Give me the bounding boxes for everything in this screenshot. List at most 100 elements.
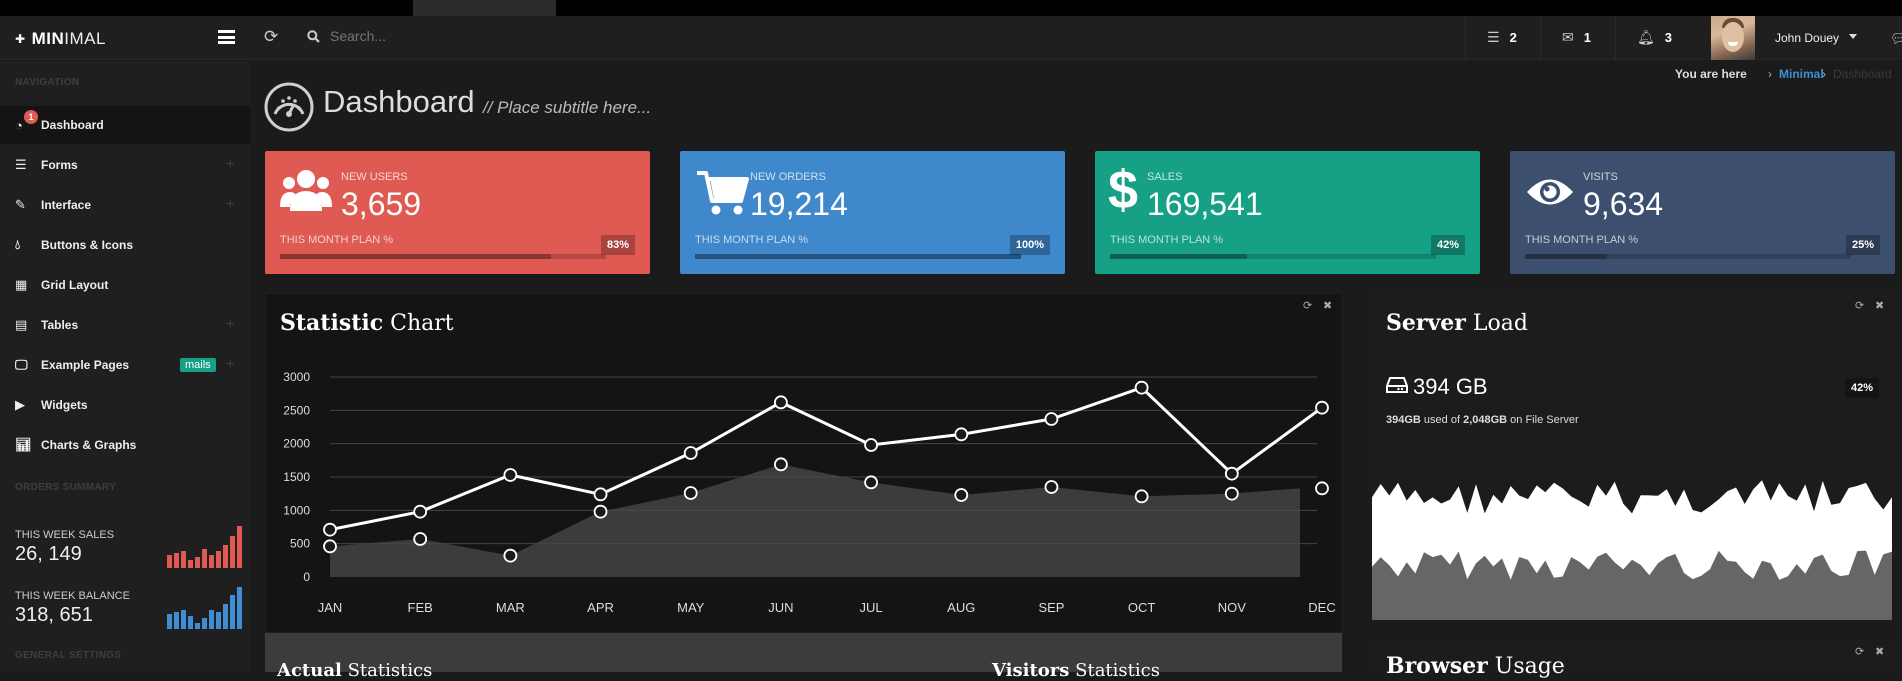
server-usage-text: 394GB used of 2,048GB on File Server — [1386, 414, 1579, 426]
stat-card-new-users: NEW USERS 3,659 THIS MONTH PLAN % 83% — [265, 151, 650, 274]
dashboard-icon: ◔ — [15, 117, 23, 133]
refresh-icon[interactable]: ⟳ — [1303, 300, 1313, 312]
x-tick-label: SEP — [1038, 600, 1064, 615]
stat-percent: 83% — [600, 235, 635, 255]
sparkline-bar — [223, 545, 228, 568]
envelope-icon: ✉ — [1562, 29, 1574, 45]
eye-icon — [1527, 179, 1573, 205]
pencil-icon: ✎ — [15, 197, 26, 212]
sidebar-item-label: Forms — [41, 158, 78, 172]
stat-progress-bar — [1110, 254, 1436, 259]
bell-icon: 🔔︎ — [1637, 29, 1655, 45]
plus-icon: + — [225, 316, 235, 333]
chevron-down-icon[interactable] — [1849, 34, 1857, 39]
mails-badge: mails — [180, 358, 216, 372]
server-total: 2,048GB — [1463, 414, 1508, 426]
dashboard-icon — [264, 82, 314, 132]
user-name[interactable]: John Douey — [1775, 31, 1840, 45]
sidebar-item-widgets[interactable]: ▶ Widgets — [0, 386, 250, 424]
sidebar-item-label: Example Pages — [41, 358, 130, 372]
panel-title: Server Load — [1386, 310, 1528, 336]
server-suffix: on File Server — [1510, 414, 1579, 426]
brand-logo[interactable]: ✚ MINIMAL — [15, 29, 106, 49]
x-tick-label: MAY — [677, 600, 705, 615]
breadcrumb-link[interactable]: Minimal — [1779, 67, 1824, 81]
area-point — [1315, 481, 1329, 496]
summary-label: THIS WEEK SALES — [15, 529, 115, 541]
sidebar-item-interface[interactable]: ✎ Interface + — [0, 186, 250, 224]
stat-value: 19,214 — [750, 186, 848, 222]
stat-card-new-orders: NEW ORDERS 19,214 THIS MONTH PLAN % 100% — [680, 151, 1065, 274]
x-tick-label: JUL — [860, 600, 883, 615]
refresh-icon[interactable]: ⟳ — [1855, 646, 1865, 658]
panel-title-bold: Visitors — [992, 660, 1070, 681]
list-icon: ☰ — [15, 157, 27, 172]
stat-plan: THIS MONTH PLAN % — [1110, 234, 1224, 246]
sparkline-bar — [195, 557, 200, 568]
chat-icon[interactable]: 💬︎ — [1890, 31, 1902, 46]
panel-title-bold: Browser — [1386, 653, 1488, 679]
sidebar-item-dashboard[interactable]: ◔ 1 Dashboard — [0, 106, 250, 144]
x-tick-label: DEC — [1308, 600, 1335, 615]
sparkline-bar — [181, 610, 186, 629]
sidebar-item-grid-layout[interactable]: ▦ Grid Layout — [0, 266, 250, 304]
sidebar-item-label: Buttons & Icons — [41, 238, 133, 252]
sparkline-bar — [237, 526, 242, 568]
logo-rest: IMAL — [64, 29, 106, 48]
breadcrumb-current: Dashboard — [1833, 67, 1892, 81]
sidebar-item-buttons-icons[interactable]: 💧︎ Buttons & Icons — [0, 226, 250, 264]
balance-sparkline — [167, 587, 242, 629]
messages-counter[interactable]: ✉ 1 — [1562, 29, 1591, 46]
sidebar-item-example-pages[interactable]: 🖵︎ Example Pages mails + — [0, 346, 250, 384]
panel-title: Browser Usage — [1386, 653, 1565, 679]
sparkline-bar — [174, 612, 179, 629]
panel-title-bold: Actual — [277, 660, 342, 681]
close-icon[interactable]: ✖ — [1323, 300, 1333, 312]
divider — [1615, 16, 1616, 60]
stat-label: SALES — [1147, 171, 1183, 183]
crosshair-icon: ✚ — [15, 32, 26, 46]
menu-toggle-icon[interactable] — [218, 30, 235, 44]
y-tick-label: 0 — [303, 570, 310, 584]
line-point — [413, 504, 428, 519]
sidebar-heading-navigation: NAVIGATION — [15, 77, 80, 88]
line-point — [864, 438, 878, 452]
close-icon[interactable]: ✖ — [1875, 300, 1885, 312]
tasks-count: 2 — [1509, 30, 1517, 45]
sparkline-bar — [209, 555, 214, 568]
chevron-right-icon: › — [1822, 67, 1826, 81]
x-tick-label: AUG — [947, 600, 975, 615]
sidebar-item-label: Grid Layout — [41, 278, 109, 292]
search-icon[interactable] — [307, 30, 320, 43]
panel-title: Actual Statistics — [277, 660, 432, 681]
stat-percent: 25% — [1845, 235, 1880, 255]
notifications-count: 3 — [1664, 30, 1673, 45]
sparkline-bar — [237, 587, 242, 629]
sparkline-bar — [230, 595, 235, 629]
notifications-counter[interactable]: 🔔︎ 3 — [1637, 29, 1672, 46]
play-circle-icon: ▶ — [15, 397, 25, 412]
refresh-icon[interactable]: ⟳ — [1855, 300, 1865, 312]
close-icon[interactable]: ✖ — [1875, 646, 1885, 658]
stat-percent: 42% — [1430, 235, 1465, 255]
bar-chart-icon: 📊︎ — [15, 437, 32, 452]
line-point — [323, 522, 337, 537]
refresh-icon[interactable]: ⟳ — [264, 27, 279, 46]
page-subtitle: // Place subtitle here... — [483, 98, 652, 117]
x-tick-label: MAR — [496, 600, 525, 615]
y-tick-label: 3000 — [283, 370, 310, 384]
line-point — [1134, 380, 1149, 395]
search-input[interactable] — [330, 25, 500, 47]
sidebar-item-tables[interactable]: ▤ Tables + — [0, 306, 250, 344]
x-tick-label: APR — [587, 600, 614, 615]
sidebar-item-forms[interactable]: ☰ Forms + — [0, 146, 250, 184]
chevron-right-icon: › — [1768, 67, 1772, 81]
avatar[interactable] — [1711, 16, 1755, 60]
sidebar-item-charts-graphs[interactable]: 📊︎ Charts & Graphs — [0, 426, 250, 464]
x-tick-label: JUN — [768, 600, 793, 615]
messages-count: 1 — [1583, 30, 1591, 45]
stat-value: 9,634 — [1583, 186, 1664, 222]
tasks-counter[interactable]: ☰ 2 — [1487, 29, 1517, 46]
x-tick-label: JAN — [318, 600, 343, 615]
server-load-wave — [1372, 480, 1892, 620]
